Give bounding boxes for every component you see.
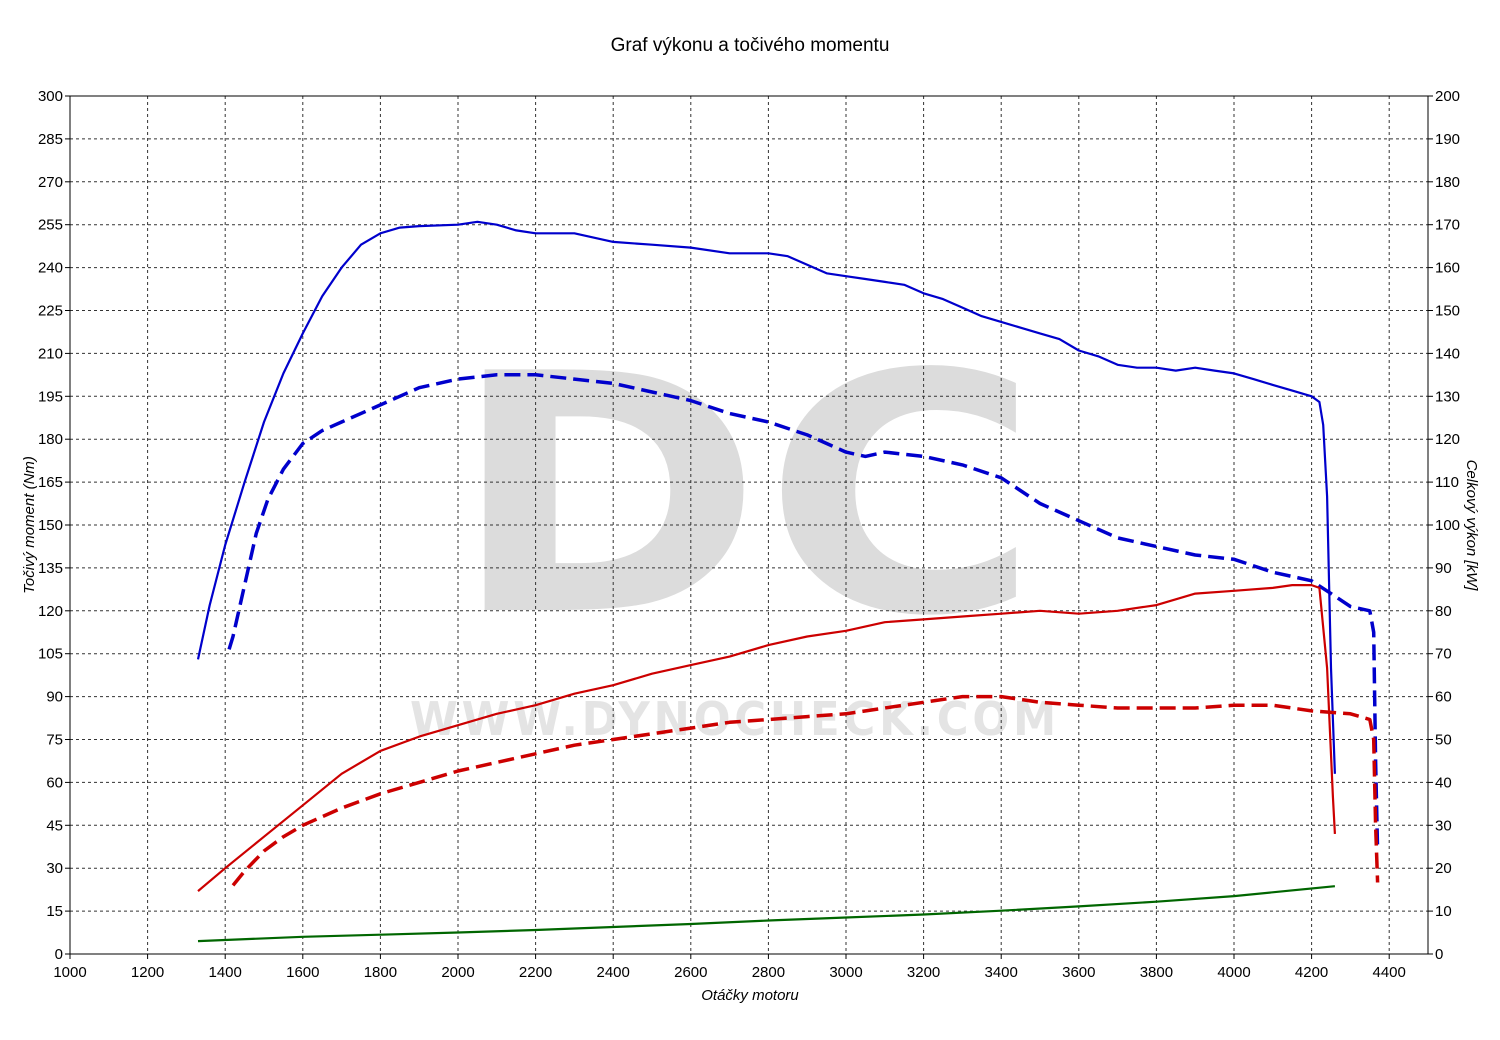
left-y-tick-label: 165 [38,474,63,491]
left-y-tick-label: 210 [38,345,63,362]
x-tick-label: 4200 [1295,964,1328,981]
left-y-tick-label: 60 [46,774,63,791]
right-y-tick-label: 0 [1435,946,1443,963]
watermark-url: WWW.DYNOCHECK.COM [410,692,1060,746]
right-y-tick-label: 50 [1435,732,1452,749]
x-tick-label: 1400 [209,964,242,981]
x-tick-label: 4000 [1217,964,1250,981]
x-tick-label: 1000 [53,964,86,981]
dynocheck-watermark: DC WWW.DYNOCHECK.COM [410,304,1060,746]
right-y-tick-label: 70 [1435,646,1452,663]
series-line-5 [197,885,1336,943]
left-y-tick-label: 240 [38,260,63,277]
x-tick-label: 1800 [364,964,397,981]
right-y-axis-title: Celkový výkon [kW] [1463,460,1480,592]
left-y-tick-label: 285 [38,131,63,148]
left-y-tick-label: 195 [38,388,63,405]
right-y-tick-label: 190 [1435,131,1460,148]
x-tick-label: 3600 [1062,964,1095,981]
x-tick-label: 4400 [1373,964,1406,981]
right-y-tick-label: 90 [1435,560,1452,577]
watermark-letters: DC [450,304,1040,688]
left-y-tick-label: 15 [46,903,63,920]
series-lines [196,220,1380,943]
axes: 1000 1200 1400 1600 1800 2000 2200 2400 2600 2800… [38,88,1460,981]
x-tick-label: 3400 [985,964,1018,981]
series-line-4 [231,694,1380,887]
right-y-tick-label: 160 [1435,260,1460,277]
right-y-tick-label: 180 [1435,174,1460,191]
right-y-tick-label: 80 [1435,603,1452,620]
right-y-tick-label: 150 [1435,303,1460,320]
left-y-tick-label: 135 [38,560,63,577]
x-axis-title: Otáčky motoru [701,987,799,1004]
left-y-tick-label: 225 [38,303,63,320]
series-line-3 [197,584,1336,892]
left-y-tick-label: 180 [38,431,63,448]
x-tick-label: 3000 [829,964,862,981]
right-y-tick-label: 170 [1435,217,1460,234]
right-y-tick-label: 10 [1435,903,1452,920]
grid [70,96,1428,954]
x-tick-label: 1600 [286,964,319,981]
left-y-tick-label: 90 [46,689,63,706]
right-y-tick-label: 100 [1435,517,1460,534]
right-y-tick-label: 120 [1435,431,1460,448]
right-y-tick-label: 110 [1435,474,1459,491]
left-y-tick-label: 120 [38,603,63,620]
left-y-tick-label: 0 [55,946,63,963]
left-y-tick-label: 30 [46,860,63,877]
right-y-tick-label: 30 [1435,817,1452,834]
x-tick-label: 1200 [131,964,164,981]
left-y-tick-label: 270 [38,174,63,191]
left-y-tick-label: 300 [38,88,63,105]
x-tick-label: 3200 [907,964,940,981]
left-y-axis-title: Točivý moment (Nm) [21,456,38,594]
x-tick-label: 2400 [597,964,630,981]
series-line-2 [227,373,1380,852]
right-y-tick-label: 40 [1435,774,1452,791]
x-tick-label: 2200 [519,964,552,981]
x-tick-label: 2600 [674,964,707,981]
chart-title: Graf výkonu a točivého momentu [611,35,890,56]
right-y-tick-label: 200 [1435,88,1460,105]
right-y-tick-label: 130 [1435,388,1460,405]
left-y-tick-label: 75 [46,732,63,749]
left-y-tick-label: 255 [38,217,63,234]
right-y-tick-label: 20 [1435,860,1452,877]
left-y-tick-label: 45 [46,817,63,834]
left-y-tick-label: 105 [38,646,63,663]
right-y-tick-label: 140 [1435,345,1460,362]
series-line-1 [196,220,1336,774]
x-tick-label: 2000 [441,964,474,981]
left-y-tick-label: 150 [38,517,63,534]
right-y-tick-label: 60 [1435,689,1452,706]
x-tick-label: 2800 [752,964,785,981]
x-tick-label: 3800 [1140,964,1173,981]
